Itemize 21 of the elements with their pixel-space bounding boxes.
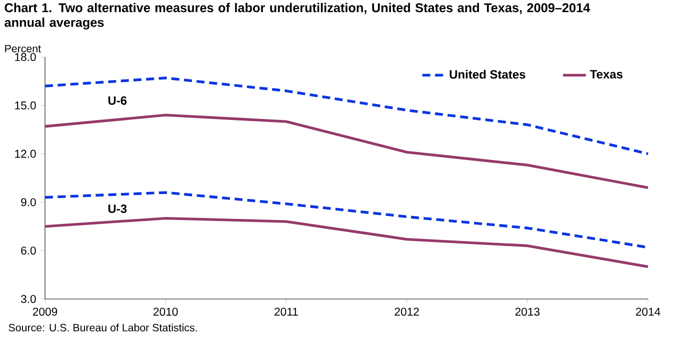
x-tick-label: 2011 [274, 308, 298, 316]
legend-label: Texas [590, 70, 622, 78]
x-tick-label: 2012 [394, 308, 419, 316]
x-tick-label: 2014 [636, 308, 660, 316]
source-note: Source: U.S. Bureau of Labor Statistics. [8, 324, 197, 332]
y-tick-label: 6.0 [21, 246, 36, 255]
annotation: U-3 [108, 204, 127, 213]
line-series [44, 114, 650, 190]
annotation: U-6 [108, 96, 127, 105]
y-axis-title: Percent [5, 44, 41, 52]
line-series [44, 217, 650, 268]
y-tick-label: 12.0 [15, 150, 36, 158]
x-tick-label: 2010 [154, 308, 178, 316]
legend-label: United States [450, 70, 526, 79]
y-tick-label: 15.0 [15, 101, 36, 110]
y-tick-label: 9.0 [21, 198, 36, 206]
y-tick-label: 3.0 [21, 294, 36, 304]
chart-title: Chart 1. Two alternative measures of labor underutilization, United States and Texas, 2009–2014 annual averages [4, 2, 590, 30]
y-tick-label: 18.0 [15, 53, 36, 62]
x-tick-label: 2009 [32, 308, 58, 316]
x-tick-label: 2013 [515, 308, 540, 316]
